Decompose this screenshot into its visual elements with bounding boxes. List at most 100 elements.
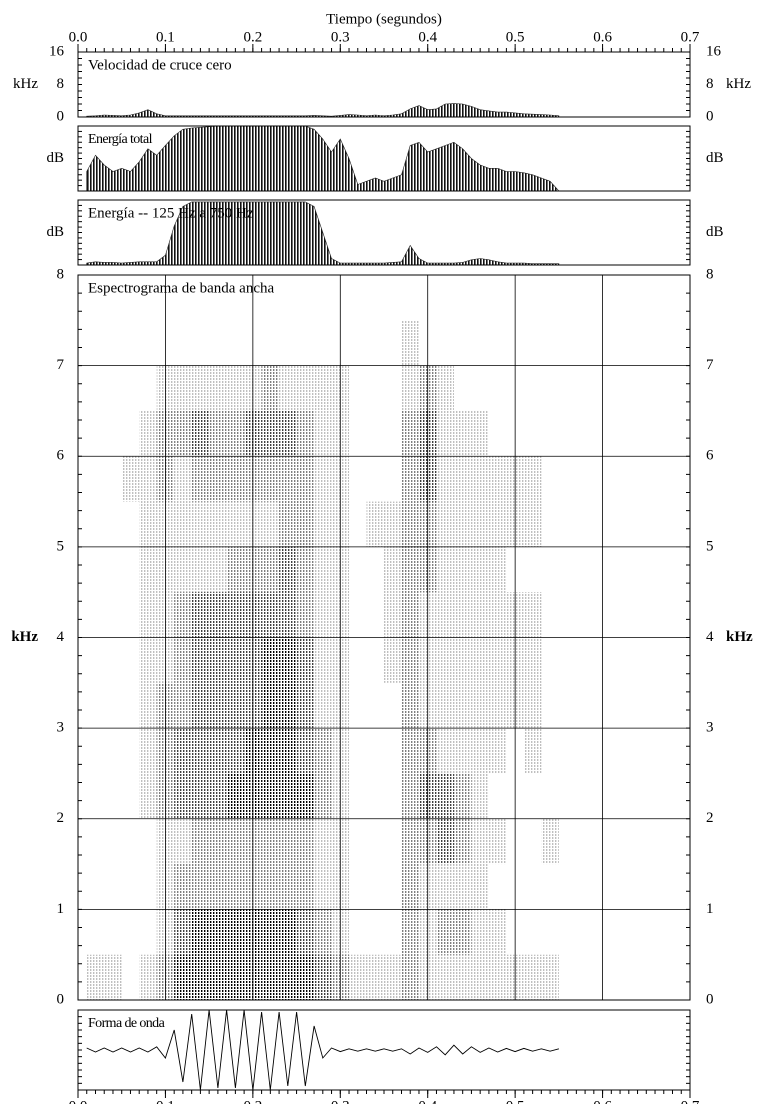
- spectrogram-cell: [87, 909, 104, 954]
- spectrogram-cell: [314, 456, 332, 502]
- spectrogram-cell: [453, 637, 472, 683]
- spectrogram-cell: [209, 818, 227, 865]
- spectrogram-cell: [349, 366, 366, 411]
- spectrogram-cell: [209, 682, 227, 729]
- spectrogram-cell: [384, 637, 402, 683]
- spectrogram-cell: [121, 456, 140, 502]
- spectrogram-cell: [471, 366, 488, 411]
- spectrogram-cell: [453, 682, 472, 729]
- spectrogram-cell: [139, 546, 157, 593]
- spectrogram-cell: [541, 502, 558, 547]
- spectrogram-cell: [541, 728, 558, 773]
- spectrogram-cell: [87, 411, 104, 456]
- spectrogram-cell: [436, 637, 454, 683]
- area: [86, 201, 560, 266]
- y-axis-label-right: dB: [706, 150, 724, 166]
- spectrogram-cell: [314, 546, 332, 593]
- spectrogram-cell: [349, 275, 366, 320]
- y-tick-label: 8: [57, 76, 65, 92]
- spectrogram-cell: [367, 320, 384, 365]
- spectrogram-cell: [191, 864, 210, 910]
- spectrogram-cell: [453, 501, 472, 547]
- y-tick-label-right: 1: [706, 901, 714, 917]
- spectrogram-cell: [541, 411, 558, 456]
- spectrogram-cell: [139, 637, 157, 683]
- spectrogram-cell: [384, 546, 402, 593]
- spectrogram-cell: [261, 365, 280, 411]
- spectrogram-cell: [524, 275, 541, 320]
- spectrogram-cell: [471, 909, 489, 955]
- spectrogram-cell: [191, 818, 210, 865]
- spectrogram-cell: [209, 909, 227, 955]
- spectrogram-cell: [279, 320, 296, 365]
- y-axis-label-right: kHz: [726, 76, 751, 92]
- spectrogram-cell: [261, 773, 280, 819]
- x-tick-label: 0.1: [156, 29, 175, 45]
- spectrogram-cell: [226, 728, 245, 774]
- spectrogram-cell: [191, 954, 210, 1000]
- y-tick-label-right: 6: [706, 448, 714, 464]
- spectrogram-cell: [367, 683, 384, 728]
- spectrogram-cell: [139, 410, 157, 457]
- spectrogram-cell: [209, 320, 226, 365]
- spectrogram-cell: [488, 592, 507, 638]
- spectrogram-cell: [279, 864, 297, 910]
- spectrogram-cell: [87, 366, 104, 411]
- spectrogram-cell: [541, 818, 559, 865]
- spectrogram-cell: [139, 366, 156, 411]
- spectrogram-cell: [453, 728, 472, 774]
- spectrogram-cell: [401, 637, 419, 683]
- spectrogram-cell: [174, 954, 192, 1000]
- spectrogram-cell: [366, 954, 384, 1000]
- spectrogram-cell: [227, 320, 244, 365]
- spectrogram-cell: [471, 773, 489, 819]
- spectrogram-cell: [384, 411, 401, 456]
- spectrogram-cell: [453, 410, 472, 457]
- spectrogram-cell: [279, 456, 297, 502]
- spectrogram-cell: [367, 456, 384, 501]
- spectrogram-cell: [471, 682, 489, 729]
- spectrogram-cell: [454, 320, 471, 365]
- x-axis-label: Tiempo (segundos): [326, 11, 442, 27]
- spectrogram-cell: [279, 773, 297, 819]
- spectrogram-cell: [349, 456, 366, 501]
- spectrogram-cell: [209, 773, 227, 819]
- spectrogram-cell: [384, 275, 401, 320]
- spectrogram-cell: [122, 320, 139, 365]
- spectrogram-cell: [174, 456, 192, 502]
- spectrogram-cell: [279, 365, 297, 411]
- spectrogram-cell: [191, 773, 210, 819]
- spectrogram-cell: [261, 864, 280, 910]
- spectrogram-cell: [226, 501, 245, 547]
- y-tick-label-right: 0: [706, 108, 714, 124]
- spectrogram-cell: [226, 864, 245, 910]
- spectrogram-cell: [401, 592, 419, 638]
- spectrogram-cell: [471, 592, 489, 638]
- spectrogram-cell: [401, 456, 419, 502]
- spectrogram-cell: [349, 411, 366, 456]
- spectrogram-cell: [191, 728, 210, 774]
- spectrogram-cell: [104, 592, 121, 637]
- spectrogram-cell: [541, 909, 558, 954]
- y-tick-label: 7: [57, 357, 65, 373]
- spectrogram-cell: [226, 818, 245, 865]
- spectrogram-cell: [296, 682, 315, 729]
- spectrogram-cell: [401, 275, 418, 320]
- y-tick-label-right: 8: [706, 266, 714, 282]
- spectrogram-cell: [401, 320, 419, 366]
- spectrogram-cell: [122, 411, 139, 456]
- x-tick-label: 0.4: [418, 1098, 437, 1104]
- x-tick-label: 0.2: [243, 29, 262, 45]
- spectrogram-cell: [314, 592, 332, 638]
- spectrogram-cell: [139, 864, 156, 909]
- spectrogram-cell: [139, 728, 157, 774]
- spectrogram-cell: [191, 909, 210, 955]
- spectrogram-cell: [349, 954, 367, 1000]
- y-tick-label: 5: [57, 538, 65, 554]
- spectrogram-cell: [261, 410, 280, 457]
- spectrogram-cell: [296, 456, 315, 502]
- y-tick-label: 3: [57, 720, 65, 736]
- panel-title: Energía -- 125 Hz a 750 Hz: [88, 205, 254, 221]
- spectrogram-cell: [279, 954, 297, 1000]
